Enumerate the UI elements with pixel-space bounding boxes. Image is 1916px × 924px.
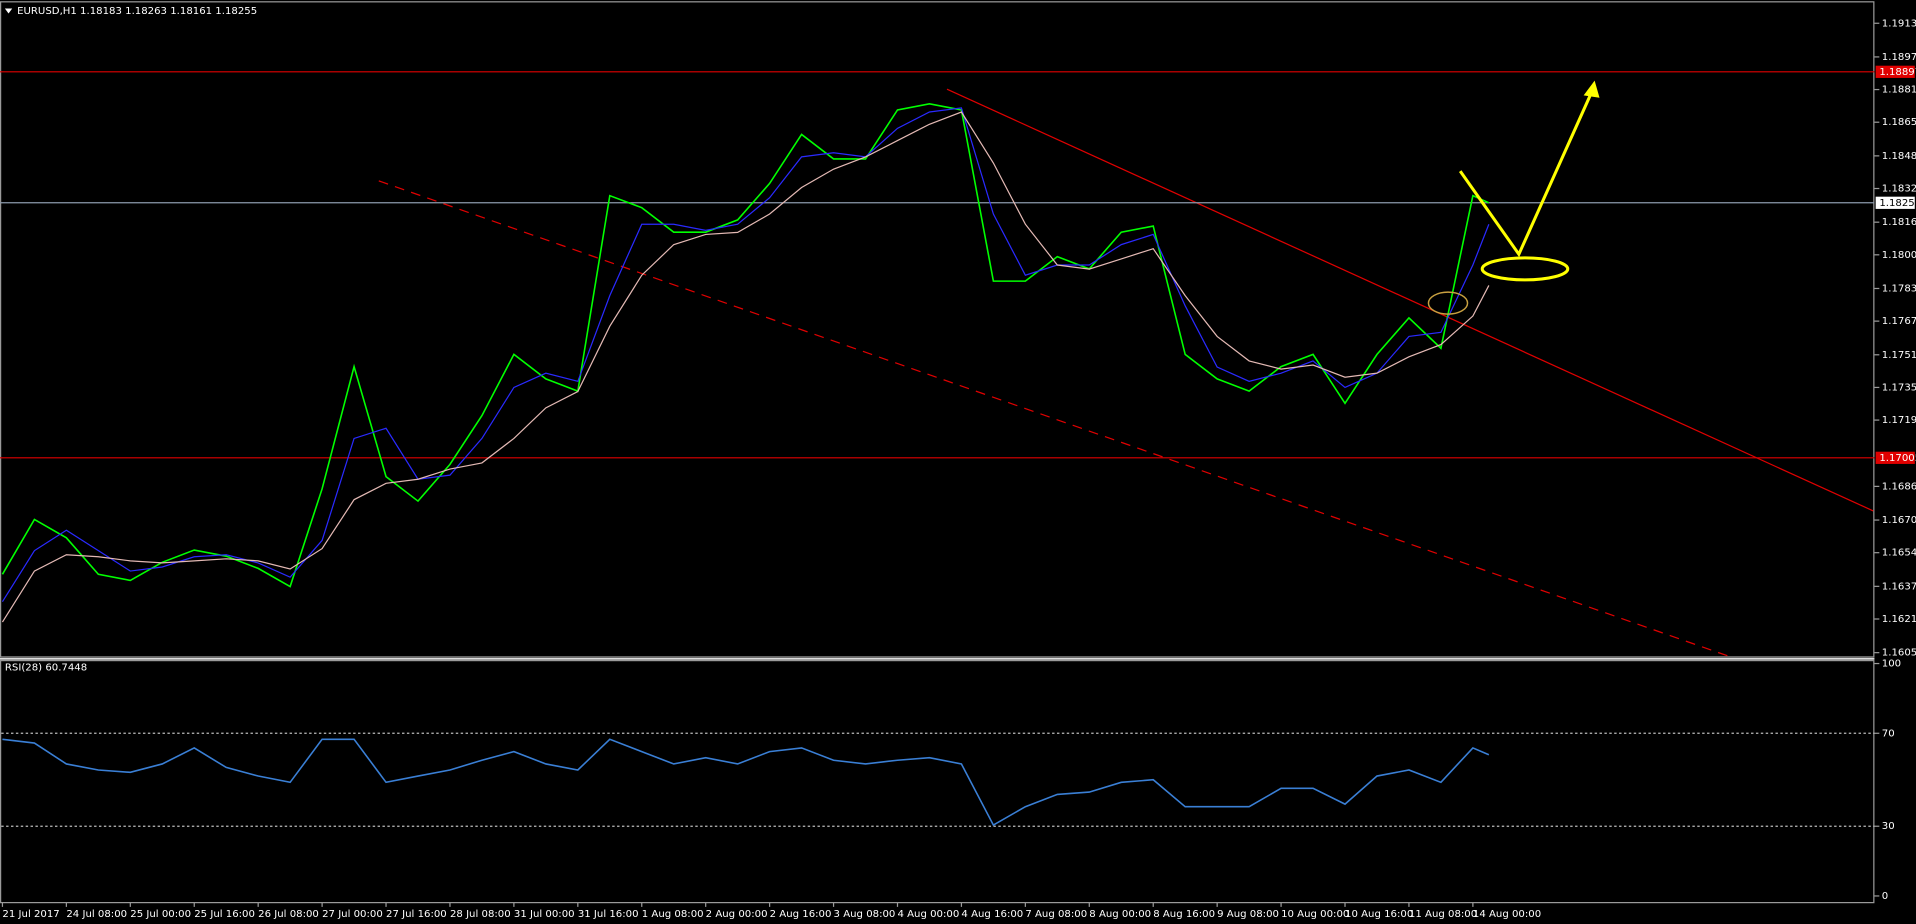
price-level-label: 1.18255: [1879, 198, 1916, 209]
x-tick-label: 31 Jul 00:00: [514, 909, 575, 920]
y-tick-label: 1.17350: [1882, 382, 1916, 393]
y-tick-label: 1.18325: [1882, 184, 1916, 195]
price-level-label: 1.17005: [1879, 453, 1916, 464]
price-level-tag: [1875, 196, 1915, 209]
price-level-tag: [1875, 451, 1915, 464]
rsi-title: RSI(28) 60.7448: [5, 662, 87, 673]
y-tick-label: 1.17675: [1882, 316, 1916, 327]
y-tick-label: 1.18810: [1882, 85, 1916, 96]
y-tick-label: 0: [1882, 891, 1888, 902]
x-tick-label: 8 Aug 16:00: [1153, 909, 1215, 920]
y-tick-label: 1.17190: [1882, 415, 1916, 426]
y-tick-label: 100: [1882, 659, 1901, 670]
forecast-annotation: [1427, 80, 1600, 315]
trend-line: [946, 88, 1874, 512]
x-tick-label: 14 Aug 00:00: [1473, 909, 1541, 920]
y-tick-label: 1.16050: [1882, 648, 1916, 659]
x-tick-label: 2 Aug 16:00: [770, 909, 832, 920]
menu-triangle: [4, 8, 13, 14]
x-tick-label: 27 Jul 16:00: [386, 909, 447, 920]
y-tick-label: 1.19135: [1882, 18, 1916, 29]
chart-title: EURUSD,H1 1.18183 1.18263 1.18161 1.1825…: [17, 6, 257, 17]
x-tick-label: 25 Jul 16:00: [194, 909, 255, 920]
rsi-line: [2, 738, 1490, 827]
x-tick-label: 31 Jul 16:00: [578, 909, 639, 920]
y-tick-label: 1.17835: [1882, 283, 1916, 294]
x-tick-label: 4 Aug 00:00: [897, 909, 959, 920]
price-line: [1, 103, 1490, 588]
x-tick-label: 27 Jul 00:00: [322, 909, 383, 920]
x-tick-label: 1 Aug 08:00: [642, 909, 704, 920]
y-tick-label: 1.16215: [1882, 614, 1916, 625]
x-tick-label: 11 Aug 08:00: [1409, 909, 1477, 920]
y-tick-label: 1.18485: [1882, 151, 1916, 162]
x-tick-label: 9 Aug 08:00: [1217, 909, 1279, 920]
x-tick-label: 24 Jul 08:00: [66, 909, 127, 920]
y-tick-label: 1.18160: [1882, 217, 1916, 228]
main-plot: [0, 71, 1875, 623]
target-ellipse: [1480, 256, 1570, 282]
forecast-path: [1458, 84, 1597, 258]
price-line: [1, 107, 1490, 602]
y-tick-label: 1.16865: [1882, 481, 1916, 492]
y-tick-label: 1.18650: [1882, 117, 1916, 128]
x-tick-label: 10 Aug 16:00: [1345, 909, 1413, 920]
y-tick-label: 1.18970: [1882, 52, 1916, 63]
breakout-ellipse: [1427, 291, 1469, 315]
x-tick-label: 26 Jul 08:00: [258, 909, 319, 920]
x-tick-label: 3 Aug 08:00: [834, 909, 896, 920]
x-tick-label: 7 Aug 08:00: [1025, 909, 1087, 920]
x-tick-label: 21 Jul 2017: [2, 909, 59, 920]
y-tick-label: 30: [1882, 821, 1895, 832]
price-level-tag: [1875, 65, 1915, 78]
forecast-arrowhead: [1583, 80, 1600, 98]
price-level-label: 1.18897: [1879, 67, 1916, 78]
main-panel-frame: [0, 1, 1875, 658]
x-tick-label: 10 Aug 00:00: [1281, 909, 1349, 920]
rsi-panel-frame: [0, 660, 1875, 904]
price-line: [1, 111, 1490, 623]
y-tick-label: 1.16540: [1882, 548, 1916, 559]
x-tick-label: 25 Jul 00:00: [130, 909, 191, 920]
x-tick-label: 4 Aug 16:00: [961, 909, 1023, 920]
y-tick-label: 1.16700: [1882, 515, 1916, 526]
y-tick-label: 70: [1882, 728, 1895, 739]
y-tick-label: 1.17510: [1882, 350, 1916, 361]
x-tick-label: 28 Jul 08:00: [450, 909, 511, 920]
y-tick-label: 1.18000: [1882, 250, 1916, 261]
x-tick-label: 8 Aug 00:00: [1089, 909, 1151, 920]
x-tick-label: 2 Aug 00:00: [706, 909, 768, 920]
y-tick-label: 1.16375: [1882, 581, 1916, 592]
